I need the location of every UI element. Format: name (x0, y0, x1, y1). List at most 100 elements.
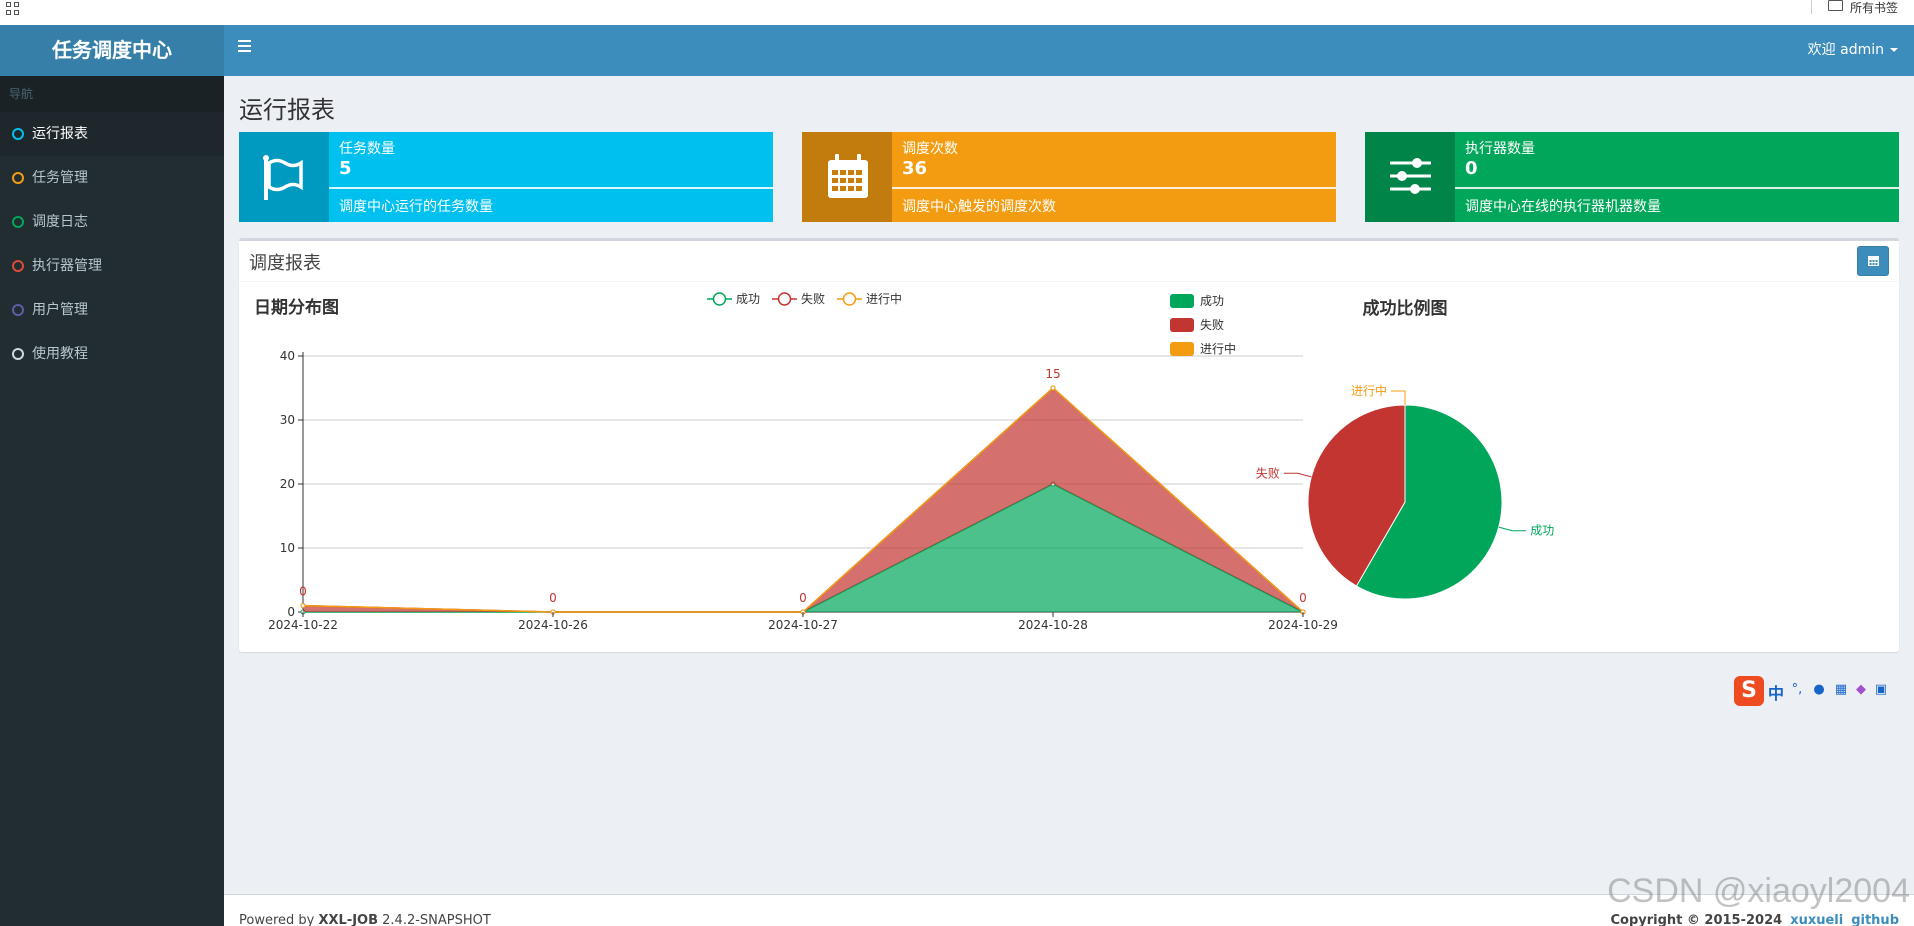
y-tick-label: 20 (280, 477, 295, 491)
legend-item[interactable]: 进行中 (1170, 341, 1236, 356)
calendar-icon (802, 132, 892, 222)
pie-label: 失败 (1256, 465, 1280, 480)
github-link[interactable]: github (1851, 913, 1899, 926)
user-greeting: 欢迎 admin (1807, 42, 1884, 58)
watermark: CSDN @xiaoyl2004 (1607, 872, 1910, 910)
circle-icon (12, 348, 24, 360)
powered-prefix: Powered by (239, 913, 319, 926)
info-box-value: 5 (339, 158, 352, 179)
x-tick-label: 2024-10-29 (1268, 618, 1338, 632)
legend-swatch (1170, 342, 1194, 356)
legend-label: 成功 (736, 292, 760, 306)
sidebar: 导航 运行报表任务管理调度日志执行器管理用户管理使用教程 (0, 76, 224, 926)
product-name: XXL-JOB (318, 913, 379, 926)
info-box-desc: 调度中心在线的执行器机器数量 (1465, 199, 1661, 215)
author-link[interactable]: xuxueli (1790, 913, 1844, 926)
user-menu[interactable]: 欢迎 admin (1808, 25, 1898, 76)
sidebar-item-label: 调度日志 (32, 214, 88, 230)
sidebar-item[interactable]: 使用教程 (0, 332, 224, 376)
legend-item[interactable]: 成功 (707, 292, 760, 306)
info-box-title: 调度次数 (902, 141, 958, 157)
copyright-text: Copyright © 2015-2024 (1610, 913, 1783, 926)
legend-label: 失败 (1200, 317, 1224, 332)
pie-label-line (1391, 390, 1406, 405)
content-area: 运行报表 任务数量 5 调度中心运行的任务数量 调度次数 36 调度中心触发的调度次数 执行… (224, 76, 1914, 926)
sidebar-item[interactable]: 任务管理 (0, 156, 224, 200)
data-label: 0 (1299, 591, 1307, 605)
data-label: 0 (799, 591, 807, 605)
sidebar-item[interactable]: 运行报表 (0, 112, 224, 156)
legend-item[interactable]: 失败 (772, 291, 825, 306)
x-tick-label: 2024-10-28 (1018, 618, 1088, 632)
x-tick-label: 2024-10-26 (518, 618, 588, 632)
legend-label: 进行中 (866, 291, 902, 306)
circle-icon (12, 128, 24, 140)
y-tick-label: 30 (280, 413, 295, 427)
skin-icon[interactable]: ◆ (1856, 682, 1866, 697)
info-box-value: 36 (902, 158, 928, 179)
circle-icon (12, 216, 24, 228)
pie-label-line (1283, 472, 1312, 478)
sidebar-item[interactable]: 调度日志 (0, 200, 224, 244)
legend-item[interactable]: 成功 (1170, 294, 1224, 308)
microphone-icon[interactable]: ● (1813, 682, 1825, 697)
info-box: 调度次数 36 调度中心触发的调度次数 (802, 132, 1336, 222)
bookmarks-separator (1811, 0, 1812, 14)
app-logo[interactable]: 任务调度中心 (0, 25, 224, 76)
bookmarks-bar: 所有书签 (0, 0, 1914, 25)
ime-toolbar[interactable]: S 中 °, ● ▦ ◆ ▣ (1734, 676, 1914, 706)
punctuation-icon[interactable]: °, (1791, 682, 1803, 697)
footer-copyright: Copyright © 2015-2024 xuxueli github (1610, 913, 1899, 926)
keyboard-icon[interactable]: ▦ (1834, 682, 1848, 697)
pie-label: 进行中 (1351, 383, 1387, 398)
legend-swatch (1170, 318, 1194, 332)
footer-powered: Powered by XXL-JOB 2.4.2-SNAPSHOT (239, 913, 491, 926)
chart-title: 日期分布图 (254, 297, 339, 318)
info-box-title: 执行器数量 (1465, 141, 1535, 157)
sidebar-item-label: 执行器管理 (32, 258, 102, 274)
sidebar-toggle-icon[interactable] (238, 40, 252, 54)
sidebar-item-label: 运行报表 (32, 126, 88, 142)
legend-label: 成功 (1200, 294, 1224, 308)
y-tick-label: 40 (280, 349, 295, 363)
info-box: 执行器数量 0 调度中心在线的执行器机器数量 (1365, 132, 1899, 222)
circle-icon (12, 172, 24, 184)
calendar-icon (1868, 256, 1879, 266)
progress-bar (892, 187, 1336, 189)
caret-down-icon (1890, 48, 1898, 52)
sidebar-item[interactable]: 执行器管理 (0, 244, 224, 288)
sidebar-header: 导航 (0, 76, 224, 112)
all-bookmarks-link[interactable]: 所有书签 (1850, 1, 1899, 15)
legend-marker (842, 292, 857, 306)
sidebar-item-label: 任务管理 (32, 170, 88, 186)
toolbox-icon[interactable]: ▣ (1874, 682, 1888, 697)
data-point (1050, 385, 1056, 391)
page-title: 运行报表 (239, 96, 335, 124)
date-filter-button[interactable] (1857, 246, 1889, 276)
sliders-icon (1365, 132, 1455, 222)
legend-item[interactable]: 失败 (1170, 317, 1224, 332)
legend-label: 失败 (801, 291, 825, 306)
ime-chinese-mode[interactable]: 中 (1768, 684, 1785, 703)
info-box-value: 0 (1465, 158, 1478, 179)
legend-item[interactable]: 进行中 (837, 291, 902, 306)
pie-slice (1307, 404, 1406, 587)
sogou-logo-icon: S (1734, 676, 1764, 706)
pie-label-line (1498, 526, 1527, 532)
area-series (303, 388, 1303, 612)
pie-label: 成功 (1530, 524, 1554, 538)
main-header: 任务调度中心 欢迎 admin (0, 25, 1914, 76)
flag-icon (239, 132, 329, 222)
apps-grid-icon[interactable] (6, 2, 20, 16)
area-series (303, 484, 1303, 612)
legend-label: 进行中 (1200, 341, 1236, 356)
x-tick-label: 2024-10-27 (768, 618, 838, 632)
legend-marker (712, 292, 727, 306)
footer: Powered by XXL-JOB 2.4.2-SNAPSHOT Copyri… (224, 894, 1914, 926)
sidebar-item-label: 使用教程 (32, 346, 88, 362)
circle-icon (12, 260, 24, 272)
report-box: 调度报表 日期分布图 0 10 20 30 40 2024-10-22 2024-10-26 2… (239, 238, 1899, 652)
charts-canvas: 日期分布图 0 10 20 30 40 2024-10-22 2024-10-26 2024-1… (254, 291, 1554, 632)
sidebar-item-label: 用户管理 (32, 302, 88, 318)
sidebar-item[interactable]: 用户管理 (0, 288, 224, 332)
